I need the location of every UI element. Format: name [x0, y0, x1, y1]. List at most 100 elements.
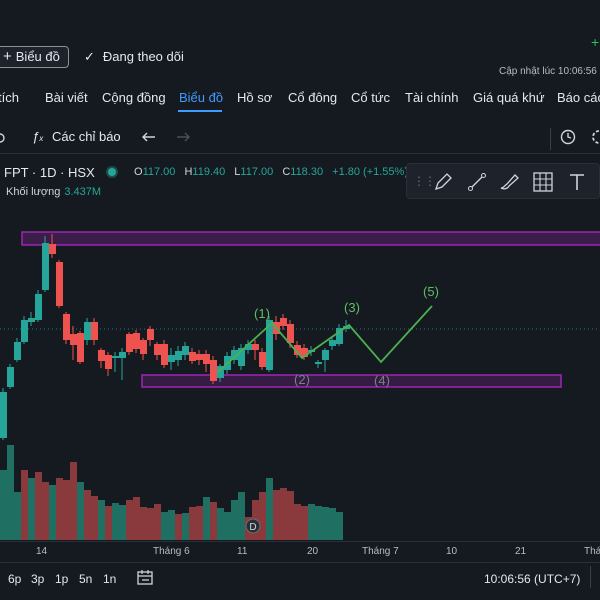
volume-bar	[308, 504, 315, 540]
wave-label: (2)	[294, 372, 310, 387]
drawing-toolbar: ⋮⋮	[406, 163, 600, 199]
candle-body	[266, 320, 273, 370]
candle-body	[301, 348, 308, 357]
volume-bar	[84, 490, 91, 540]
volume-bar	[315, 506, 322, 540]
symbol-label[interactable]: FPT · 1D · HSX	[4, 165, 95, 180]
volume-bar	[161, 512, 168, 540]
period-1p[interactable]: 1p	[55, 572, 69, 586]
redo-icon[interactable]	[176, 131, 190, 143]
settings-icon[interactable]	[590, 128, 600, 148]
candle-body	[70, 334, 77, 345]
volume-bar	[56, 478, 63, 540]
check-icon: ✓	[84, 49, 95, 64]
candle-body	[294, 345, 301, 355]
wave-label: (4)	[374, 373, 390, 388]
line-icon[interactable]	[467, 172, 487, 192]
volume-bar	[301, 506, 308, 540]
add-icon[interactable]: +	[591, 34, 600, 50]
candle-body	[105, 355, 112, 369]
time-tick: 14	[36, 546, 48, 557]
candle-body	[154, 344, 161, 355]
candle-body	[35, 294, 42, 320]
resistance-zone	[21, 231, 600, 246]
volume-bar	[322, 507, 329, 540]
follow-button[interactable]: ✓ Đang theo dõi	[84, 49, 184, 65]
wave-label: (3)	[344, 300, 360, 315]
candle-body	[119, 352, 126, 358]
low-value: 117.00	[240, 166, 274, 178]
tab-financials[interactable]: Tài chính	[405, 90, 459, 105]
candle-body	[28, 318, 35, 322]
price-chart[interactable]: (1) (2) (3) (4) (5) D	[0, 200, 600, 541]
volume-bar	[168, 510, 175, 540]
bottom-divider	[590, 566, 591, 588]
candle-body	[126, 334, 133, 352]
grid-icon[interactable]	[533, 172, 555, 192]
tab-profile[interactable]: Hồ sơ	[237, 90, 273, 105]
volume-label: Khối lượng	[6, 186, 61, 198]
time-tick: Tháng	[584, 546, 600, 557]
ohlc-values: O117.00 H119.40 L117.00 C118.30 +1.80 (+…	[134, 166, 414, 178]
volume-bar	[329, 508, 336, 540]
tab-price-history[interactable]: Giá quá khứ	[473, 90, 545, 105]
candle-body	[203, 354, 210, 364]
indicators-button[interactable]: Các chỉ báo	[52, 129, 121, 144]
candle-body	[77, 333, 84, 362]
candle-body	[280, 318, 287, 326]
function-icon[interactable]: ƒx	[32, 129, 44, 144]
volume-bar	[287, 491, 294, 540]
period-5n[interactable]: 5n	[79, 572, 93, 586]
tab-dividends[interactable]: Cổ tức	[351, 90, 391, 105]
candle-body	[210, 360, 217, 381]
dividend-label: D	[249, 522, 256, 533]
candle-body	[217, 366, 224, 378]
brush-icon[interactable]	[499, 172, 521, 192]
alert-icon[interactable]	[559, 128, 579, 148]
pen-icon[interactable]	[433, 172, 453, 192]
updated-time: Cập nhật lúc 10:06:56	[499, 66, 597, 77]
candle-body	[21, 320, 28, 342]
undo-icon[interactable]	[142, 131, 156, 143]
volume-bar	[231, 500, 238, 540]
period-3p[interactable]: 3p	[31, 572, 45, 586]
candle-body	[315, 362, 322, 364]
candle-body	[259, 352, 266, 367]
candle-body	[147, 329, 154, 340]
tab-reports[interactable]: Báo cáo	[557, 90, 600, 105]
tab-community[interactable]: Cộng đồng	[102, 90, 166, 105]
date-range-icon[interactable]	[137, 570, 155, 586]
bottom-bar	[0, 562, 600, 600]
wave-label: (1)	[254, 306, 270, 321]
high-value: 119.40	[192, 166, 226, 178]
low-label: L	[234, 166, 241, 178]
candle-body	[56, 262, 63, 306]
period-1n[interactable]: 1n	[103, 572, 117, 586]
volume-bar	[210, 502, 217, 540]
tab-articles[interactable]: Bài viết	[45, 90, 88, 105]
candle-body	[140, 340, 147, 354]
close-label: C	[282, 166, 291, 178]
volume-bar	[28, 478, 35, 540]
drag-handle-icon[interactable]: ⋮⋮	[413, 174, 436, 188]
tab-chart[interactable]: Biểu đồ	[179, 90, 224, 105]
candle-body	[133, 333, 140, 349]
volume-bar	[7, 445, 14, 540]
candle-body	[336, 328, 343, 344]
clock[interactable]: 10:06:56 (UTC+7)	[484, 572, 581, 586]
tab-analysis[interactable]: tích	[0, 90, 19, 105]
volume-bar	[91, 496, 98, 540]
chart-button[interactable]: + Biểu đồ	[0, 46, 69, 68]
volume-bar	[259, 492, 266, 540]
elliott-wave-line	[217, 305, 433, 373]
text-icon[interactable]	[567, 172, 587, 192]
candle-body	[238, 348, 245, 366]
volume-bar	[105, 506, 112, 540]
period-6p[interactable]: 6p	[8, 572, 22, 586]
tab-shareholders[interactable]: Cổ đông	[288, 90, 338, 105]
gear-icon[interactable]	[0, 130, 8, 146]
candle-body	[98, 350, 105, 361]
follow-label: Đang theo dõi	[102, 49, 184, 64]
candle-body	[322, 350, 329, 360]
